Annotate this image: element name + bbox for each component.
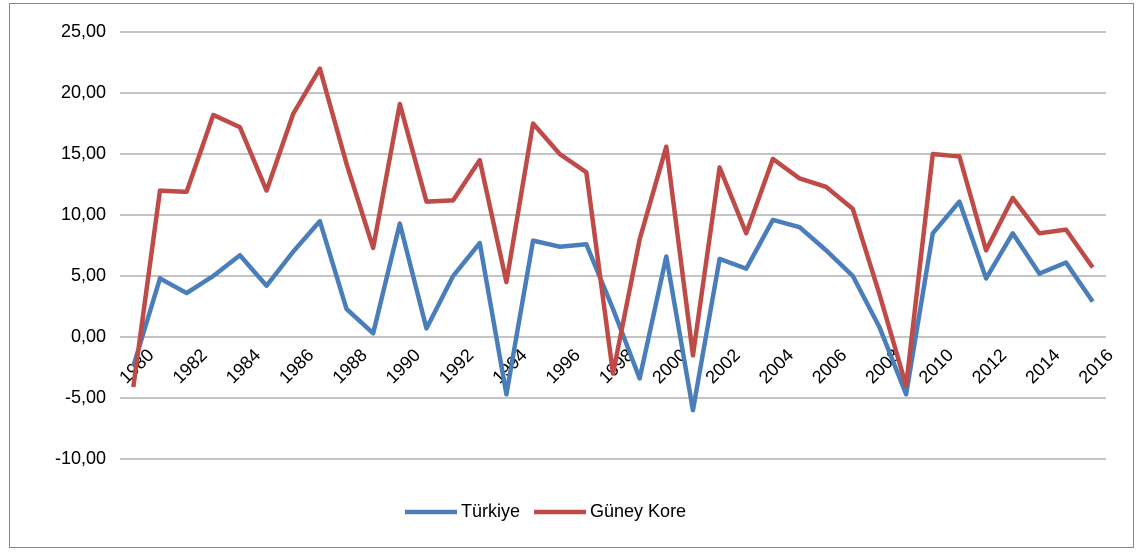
y-tick-label: -5,00: [65, 387, 106, 407]
y-tick-label: 15,00: [61, 143, 106, 163]
series-line: [131, 66, 1095, 389]
y-tick-label: -10,00: [55, 448, 106, 468]
legend-label: Türkiye: [461, 501, 520, 521]
y-tick-label: 0,00: [71, 326, 106, 346]
legend-label: Güney Kore: [590, 501, 686, 521]
y-tick-label: 25,00: [61, 21, 106, 41]
y-tick-label: 5,00: [71, 265, 106, 285]
y-tick-label: 10,00: [61, 204, 106, 224]
series-line: [131, 199, 1095, 413]
y-tick-label: 20,00: [61, 82, 106, 102]
